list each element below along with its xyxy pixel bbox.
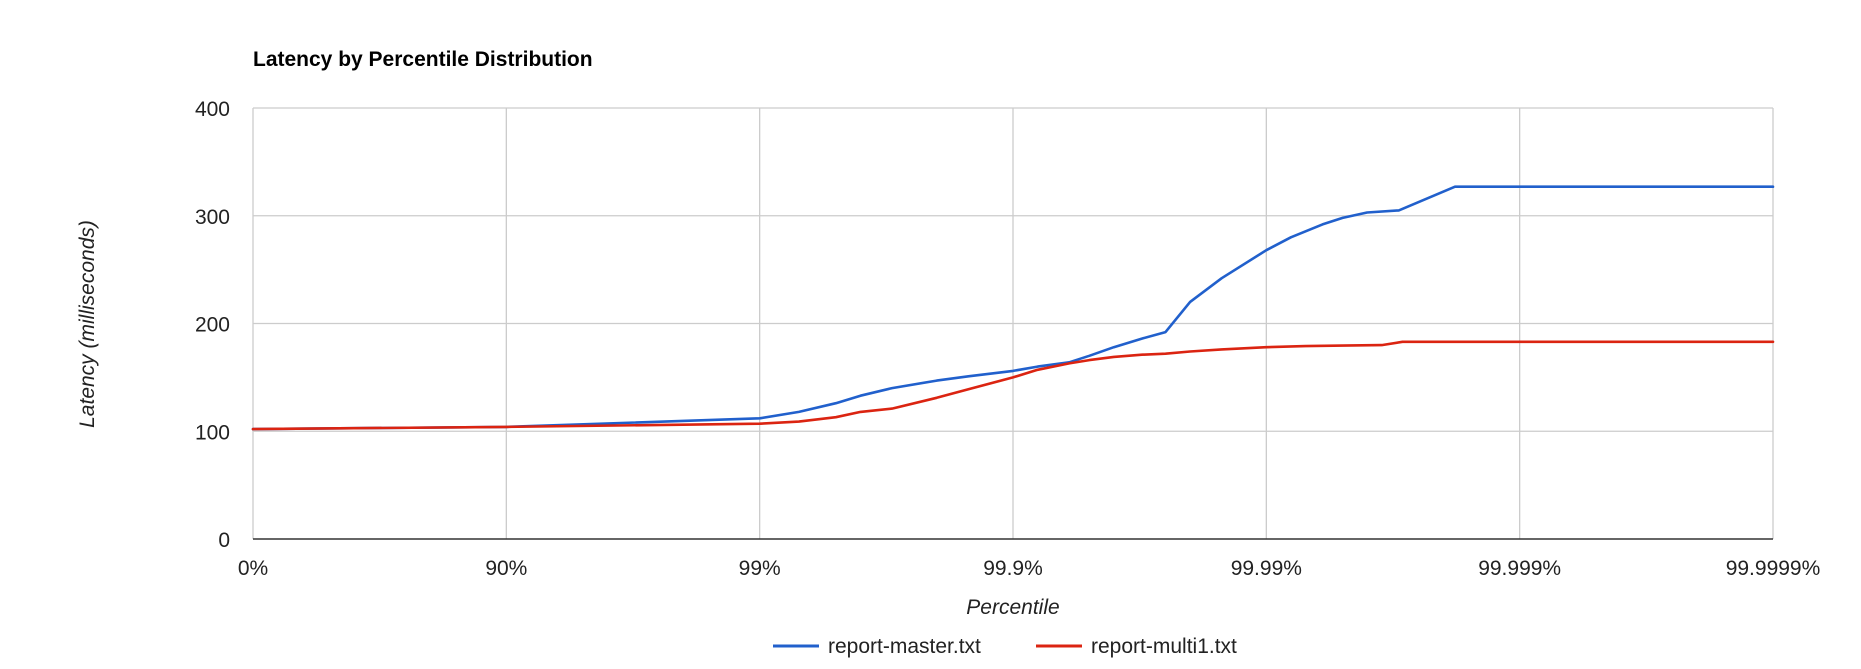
legend: report-master.txt report-multi1.txt bbox=[773, 635, 1237, 658]
y-gridlines bbox=[253, 107, 1773, 432]
y-tick-label: 100 bbox=[195, 421, 230, 444]
x-tick-labels: 0% 90% 99% 99.9% 99.99% 99.999% 99.9999% bbox=[238, 557, 1820, 580]
y-tick-label: 300 bbox=[195, 206, 230, 229]
x-tick-label: 0% bbox=[238, 557, 268, 580]
legend-label: report-master.txt bbox=[828, 635, 981, 658]
y-tick-label: 0 bbox=[218, 529, 230, 552]
series-line-1 bbox=[251, 185, 1775, 431]
y-tick-label: 200 bbox=[195, 314, 230, 337]
legend-label: report-multi1.txt bbox=[1091, 635, 1237, 658]
x-axis-label: Percentile bbox=[966, 596, 1059, 619]
series-lines bbox=[251, 185, 1775, 431]
x-tick-label: 99.9% bbox=[983, 557, 1043, 580]
y-axis-label: Latency (milliseconds) bbox=[76, 220, 99, 428]
x-tick-label: 99.9999% bbox=[1726, 557, 1821, 580]
y-tick-labels: 0 100 200 300 400 bbox=[195, 98, 230, 552]
series-line-2 bbox=[251, 340, 1775, 431]
x-tick-label: 90% bbox=[485, 557, 527, 580]
x-tick-label: 99.99% bbox=[1231, 557, 1302, 580]
x-tick-label: 99.999% bbox=[1478, 557, 1561, 580]
chart-title: Latency by Percentile Distribution bbox=[253, 48, 593, 71]
y-tick-label: 400 bbox=[195, 98, 230, 121]
x-tick-label: 99% bbox=[739, 557, 781, 580]
